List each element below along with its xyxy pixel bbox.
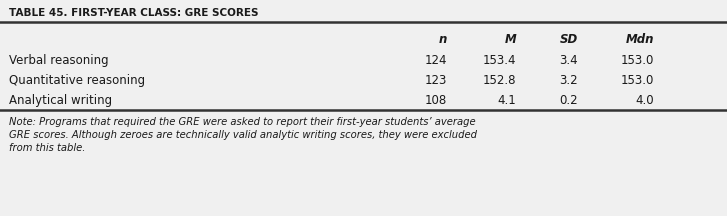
Text: 153.0: 153.0 [621,54,654,67]
Text: 124: 124 [425,54,447,67]
Text: 3.2: 3.2 [559,74,578,87]
Text: 153.0: 153.0 [621,74,654,87]
Text: Note: Programs that required the GRE were asked to report their first-year stude: Note: Programs that required the GRE wer… [9,117,475,127]
Text: 4.0: 4.0 [635,94,654,107]
Text: from this table.: from this table. [9,143,85,153]
Text: n: n [438,33,447,46]
Text: GRE scores. Although zeroes are technically valid analytic writing scores, they : GRE scores. Although zeroes are technica… [9,130,477,140]
Text: Mdn: Mdn [626,33,654,46]
Text: Analytical writing: Analytical writing [9,94,112,107]
Text: 152.8: 152.8 [483,74,516,87]
Text: Verbal reasoning: Verbal reasoning [9,54,108,67]
Text: 153.4: 153.4 [483,54,516,67]
Text: 4.1: 4.1 [497,94,516,107]
Text: 3.4: 3.4 [559,54,578,67]
Text: 0.2: 0.2 [559,94,578,107]
Text: Quantitative reasoning: Quantitative reasoning [9,74,145,87]
Text: SD: SD [560,33,578,46]
Text: 123: 123 [425,74,447,87]
Text: TABLE 45. FIRST-YEAR CLASS: GRE SCORES: TABLE 45. FIRST-YEAR CLASS: GRE SCORES [9,8,258,18]
Text: M: M [505,33,516,46]
Text: 108: 108 [425,94,447,107]
